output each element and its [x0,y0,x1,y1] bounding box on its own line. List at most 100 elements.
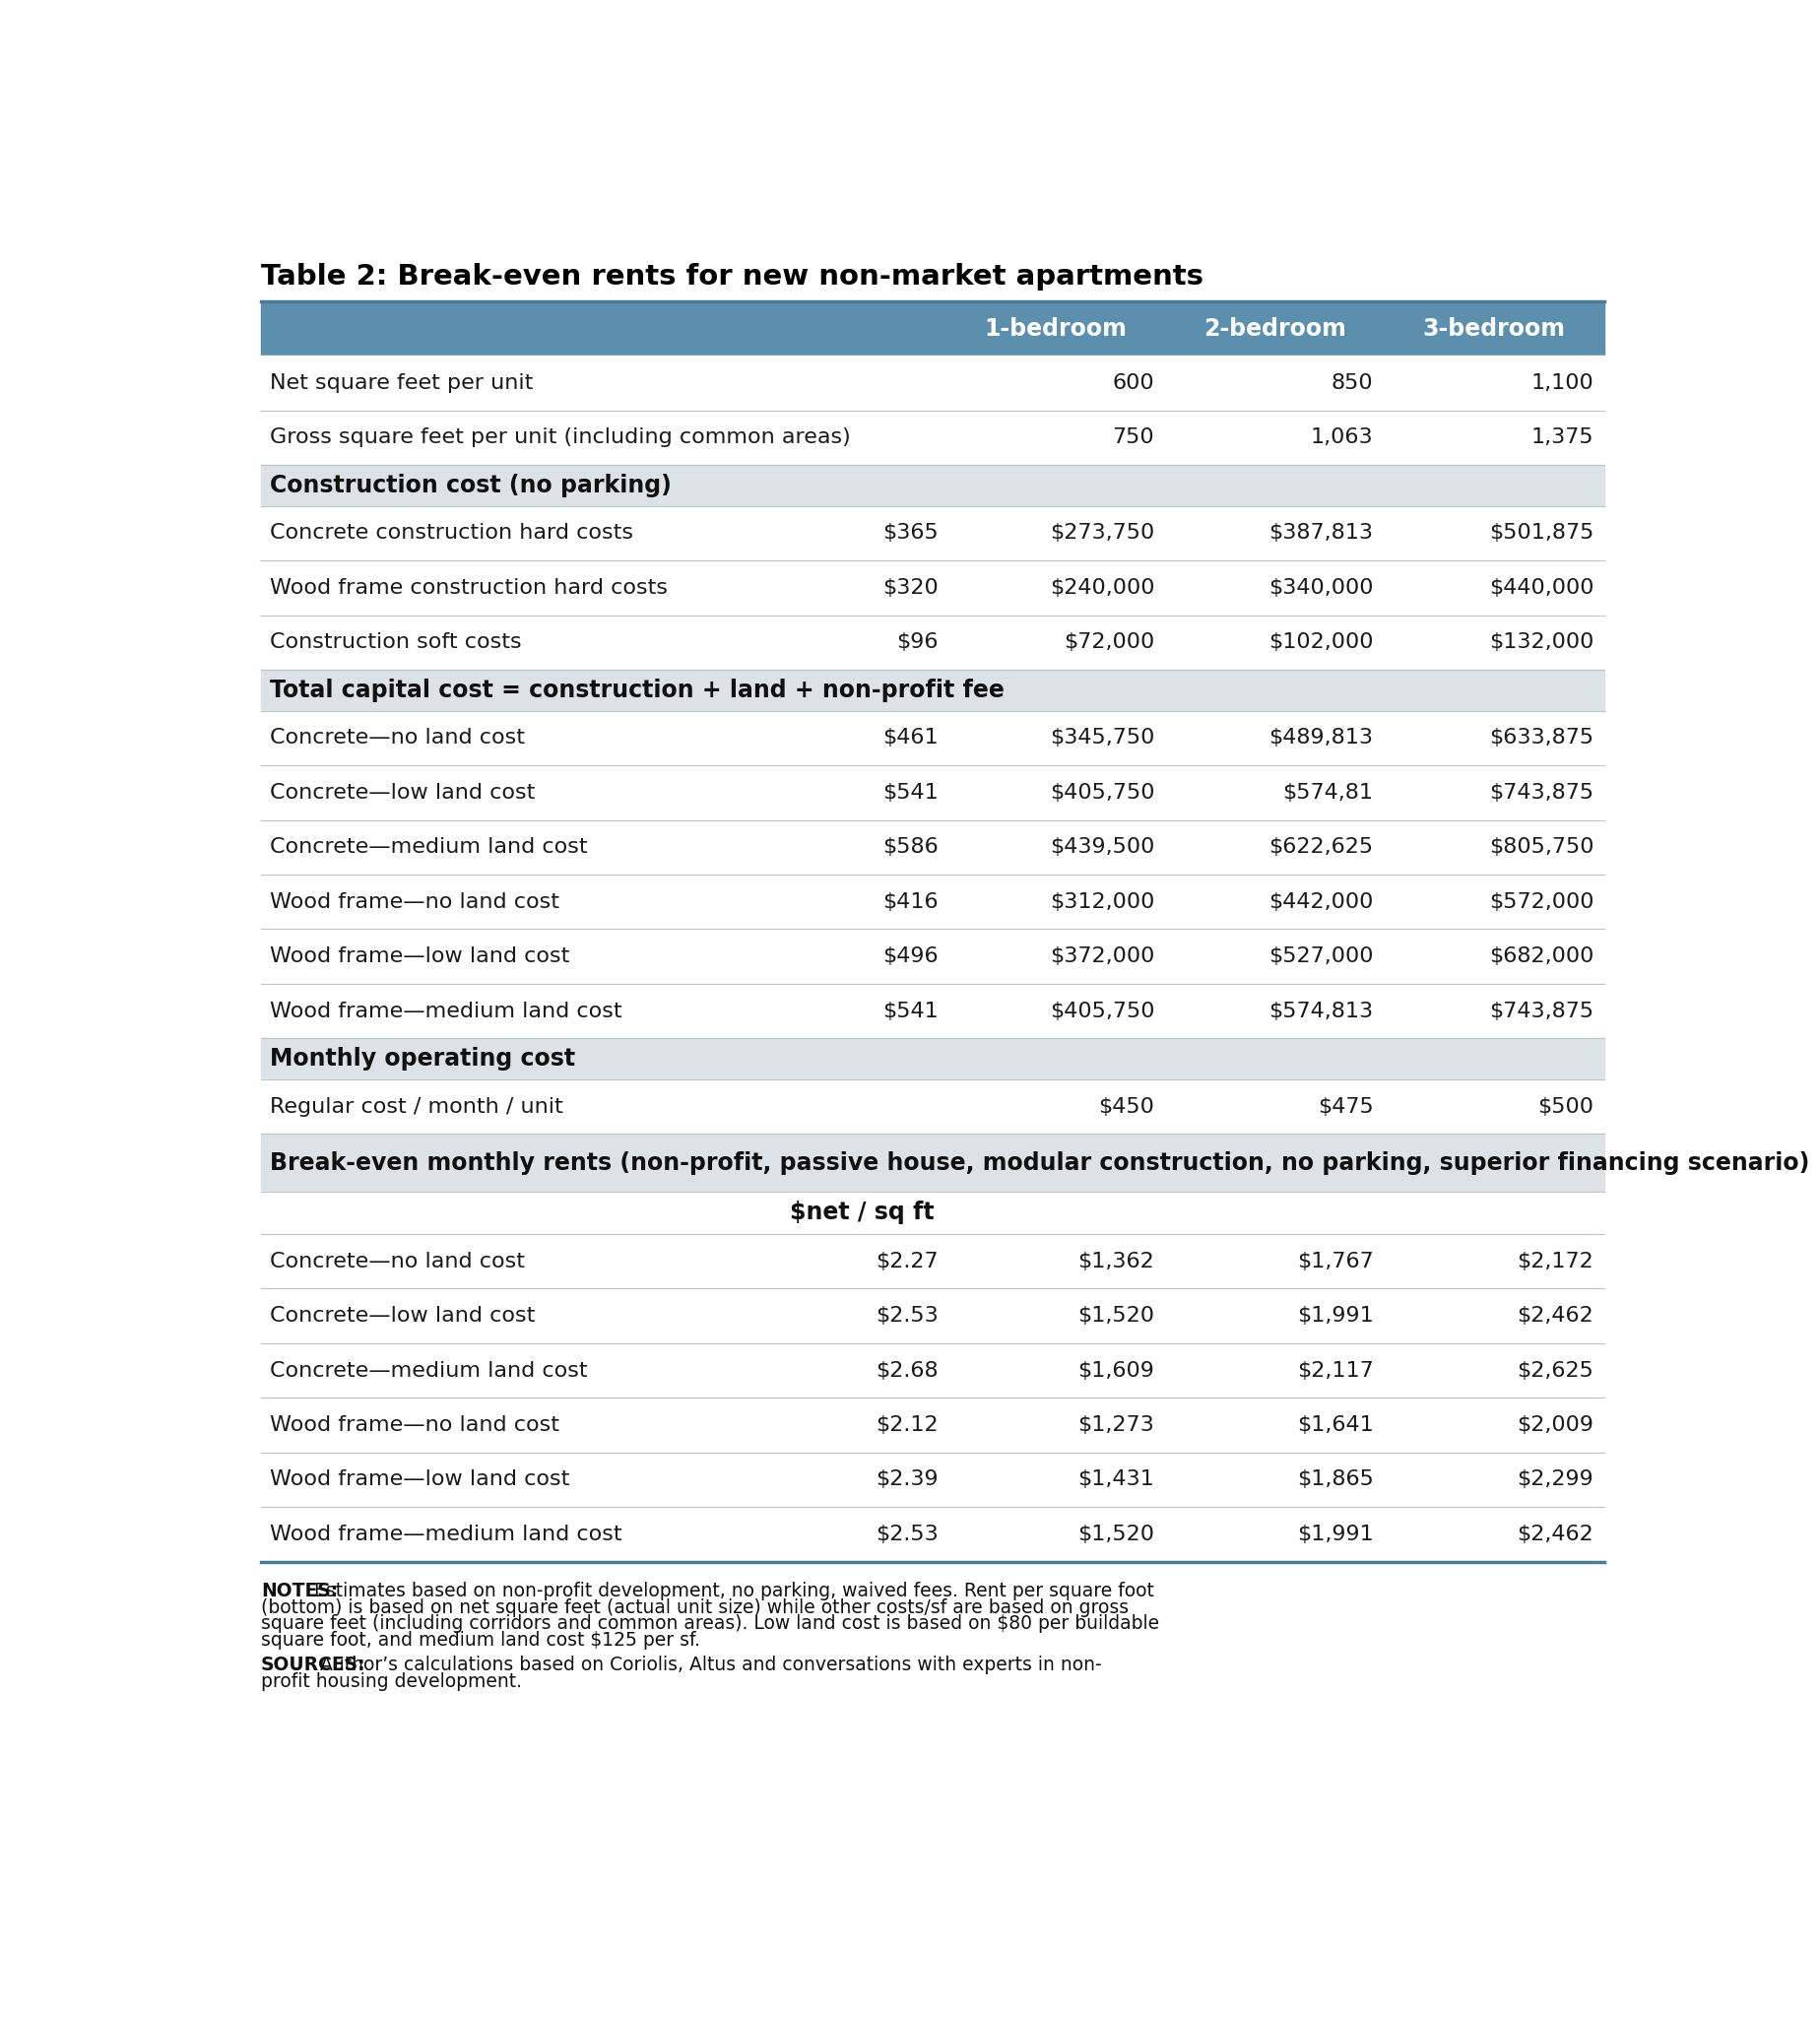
Text: Monthly operating cost: Monthly operating cost [269,1047,575,1071]
Text: $1,609: $1,609 [1077,1361,1154,1380]
Text: Wood frame—no land cost: Wood frame—no land cost [269,1416,561,1434]
Text: $345,750: $345,750 [1050,728,1154,748]
Bar [260,1192,1605,1234]
Text: $2.39: $2.39 [875,1470,939,1489]
Text: Wood frame—medium land cost: Wood frame—medium land cost [269,1000,622,1021]
Text: Total capital cost = construction + land + non-profit fee: Total capital cost = construction + land… [269,678,1005,702]
Bar [260,819,1605,875]
Text: $489,813: $489,813 [1269,728,1374,748]
Bar [260,355,1605,409]
Text: $132,000: $132,000 [1489,633,1594,651]
Text: Concrete—no land cost: Concrete—no land cost [269,728,526,748]
Bar [260,1507,1605,1561]
Text: Wood frame—no land cost: Wood frame—no land cost [269,892,561,912]
Bar [260,409,1605,466]
Text: Concrete—medium land cost: Concrete—medium land cost [269,837,588,857]
Text: $541: $541 [883,1000,939,1021]
Text: $682,000: $682,000 [1489,946,1594,966]
Text: $387,813: $387,813 [1269,522,1374,543]
Text: $500: $500 [1538,1097,1594,1115]
Text: $372,000: $372,000 [1050,946,1154,966]
Text: Wood frame construction hard costs: Wood frame construction hard costs [269,579,668,597]
Text: SOURCES:: SOURCES: [260,1656,366,1674]
Text: $2,625: $2,625 [1518,1361,1594,1380]
Text: $2.27: $2.27 [875,1251,939,1271]
Text: $416: $416 [883,892,939,912]
Text: $365: $365 [883,522,939,543]
Text: 850: 850 [1332,373,1374,393]
Text: $527,000: $527,000 [1269,946,1374,966]
Text: $586: $586 [883,837,939,857]
Text: $2,009: $2,009 [1516,1416,1594,1434]
Text: $1,991: $1,991 [1298,1307,1374,1325]
Text: square foot, and medium land cost $125 per sf.: square foot, and medium land cost $125 p… [260,1632,701,1650]
Bar [260,1134,1605,1192]
Text: $501,875: $501,875 [1489,522,1594,543]
Text: $743,875: $743,875 [1489,783,1594,803]
Text: 1,375: 1,375 [1531,428,1594,448]
Bar [260,984,1605,1039]
Text: $440,000: $440,000 [1489,579,1594,597]
Text: Break-even monthly rents (non-profit, passive house, modular construction, no pa: Break-even monthly rents (non-profit, pa… [269,1152,1809,1174]
Text: $1,273: $1,273 [1077,1416,1154,1434]
Text: (bottom) is based on net square feet (actual unit size) while other costs/sf are: (bottom) is based on net square feet (ac… [260,1597,1128,1618]
Text: $805,750: $805,750 [1489,837,1594,857]
Text: $2.12: $2.12 [875,1416,939,1434]
Text: 750: 750 [1112,428,1154,448]
Text: Wood frame—low land cost: Wood frame—low land cost [269,946,570,966]
Bar [260,670,1605,710]
Text: $net / sq ft: $net / sq ft [790,1200,934,1224]
Text: Table 2: Break-even rents for new non-market apartments: Table 2: Break-even rents for new non-ma… [260,264,1203,290]
Text: $320: $320 [883,579,939,597]
Bar [260,1039,1605,1079]
Bar [260,1343,1605,1398]
Text: Construction cost (no parking): Construction cost (no parking) [269,474,672,498]
Text: $572,000: $572,000 [1489,892,1594,912]
Bar [260,764,1605,819]
Text: $312,000: $312,000 [1050,892,1154,912]
Text: $340,000: $340,000 [1269,579,1374,597]
Bar [260,615,1605,670]
Text: $541: $541 [883,783,939,803]
Text: $496: $496 [883,946,939,966]
Text: $1,991: $1,991 [1298,1525,1374,1545]
Text: 1-bedroom: 1-bedroom [985,317,1127,341]
Text: $2.53: $2.53 [875,1525,939,1545]
Text: $1,362: $1,362 [1077,1251,1154,1271]
Bar [260,466,1605,506]
Bar [260,1289,1605,1343]
Text: $1,520: $1,520 [1077,1307,1154,1325]
Text: $1,641: $1,641 [1298,1416,1374,1434]
Text: $2,117: $2,117 [1298,1361,1374,1380]
Bar [260,1452,1605,1507]
Text: Estimates based on non-profit development, no parking, waived fees. Rent per squ: Estimates based on non-profit developmen… [308,1581,1154,1599]
Text: profit housing development.: profit housing development. [260,1672,522,1690]
Text: Concrete construction hard costs: Concrete construction hard costs [269,522,633,543]
Text: NOTES:: NOTES: [260,1581,339,1599]
Text: Net square feet per unit: Net square feet per unit [269,373,533,393]
Text: $2,172: $2,172 [1518,1251,1594,1271]
Text: $72,000: $72,000 [1063,633,1154,651]
Text: $405,750: $405,750 [1050,783,1154,803]
Text: $2,462: $2,462 [1518,1525,1594,1545]
Text: $450: $450 [1099,1097,1154,1115]
Text: $273,750: $273,750 [1050,522,1154,543]
Text: $405,750: $405,750 [1050,1000,1154,1021]
Text: $1,431: $1,431 [1077,1470,1154,1489]
Bar [260,1079,1605,1134]
Text: $743,875: $743,875 [1489,1000,1594,1021]
Text: Concrete—low land cost: Concrete—low land cost [269,1307,535,1325]
Text: Wood frame—medium land cost: Wood frame—medium land cost [269,1525,622,1545]
Bar [260,930,1605,984]
Text: $633,875: $633,875 [1489,728,1594,748]
Text: Concrete—low land cost: Concrete—low land cost [269,783,535,803]
Text: Wood frame—low land cost: Wood frame—low land cost [269,1470,570,1489]
Bar [260,875,1605,930]
Text: Author’s calculations based on Coriolis, Altus and conversations with experts in: Author’s calculations based on Coriolis,… [315,1656,1103,1674]
Bar [260,301,1605,355]
Text: $475: $475 [1318,1097,1374,1115]
Bar [260,1398,1605,1452]
Text: Gross square feet per unit (including common areas): Gross square feet per unit (including co… [269,428,852,448]
Bar [260,1234,1605,1289]
Text: 1,063: 1,063 [1310,428,1374,448]
